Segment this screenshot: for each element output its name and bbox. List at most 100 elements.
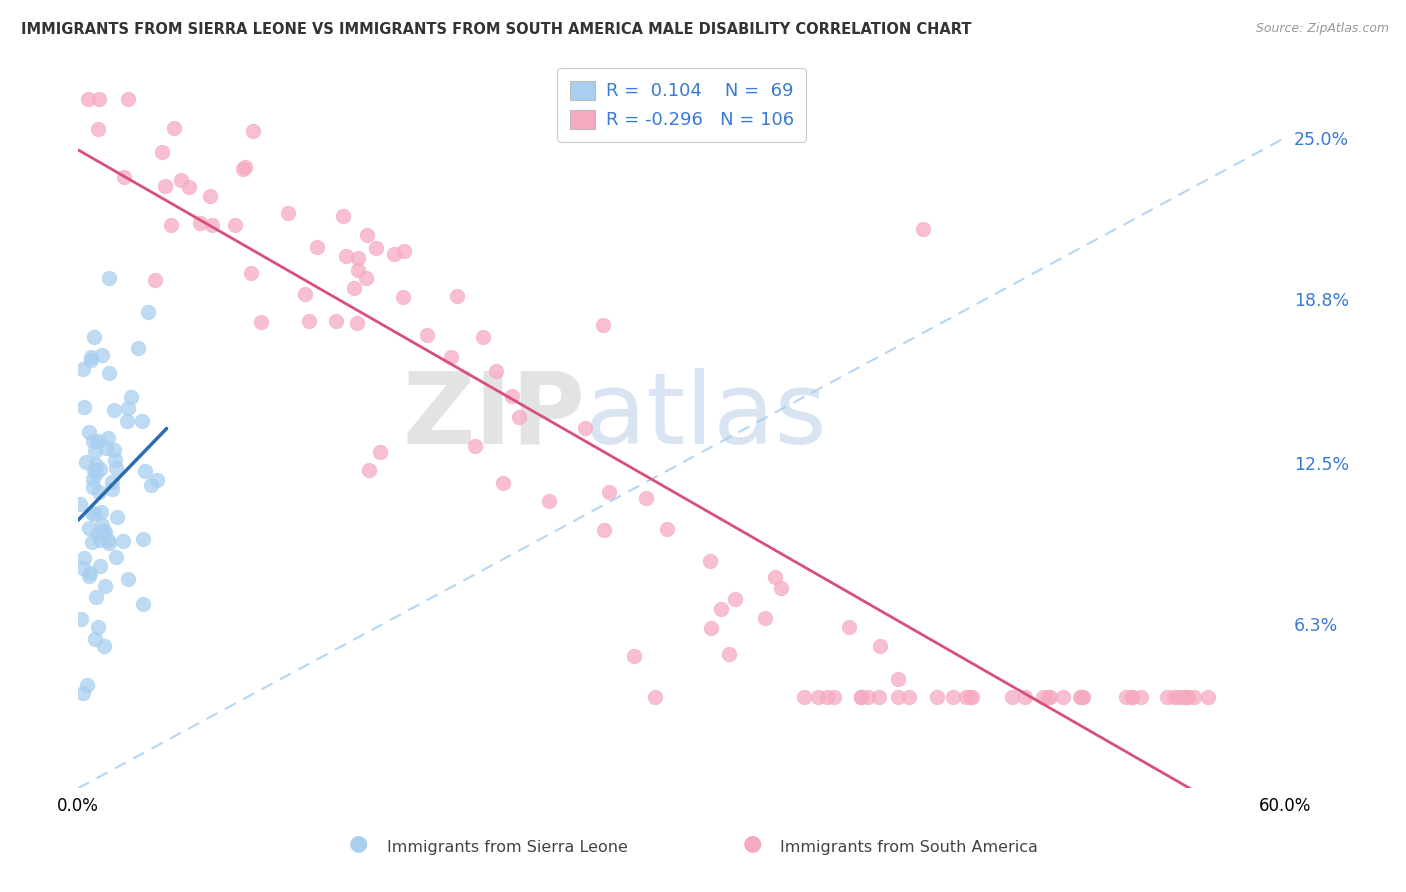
Point	[94, 441, 117, 455]
Point	[574, 421, 596, 435]
Point	[115, 414, 138, 428]
Point	[1121, 690, 1143, 705]
Point	[392, 244, 415, 258]
Point	[364, 240, 387, 254]
Point	[886, 672, 908, 686]
Point	[912, 222, 935, 236]
Point	[98, 270, 121, 285]
Point	[823, 690, 845, 705]
Point	[87, 434, 110, 448]
Point	[815, 690, 838, 705]
Point	[1014, 690, 1036, 705]
Point	[1163, 690, 1185, 705]
Point	[97, 366, 120, 380]
Point	[1182, 690, 1205, 705]
Point	[357, 463, 380, 477]
Point	[77, 521, 100, 535]
Point	[170, 172, 193, 186]
Point	[537, 493, 560, 508]
Point	[87, 92, 110, 106]
Point	[145, 473, 167, 487]
Point	[1032, 690, 1054, 705]
Point	[104, 461, 127, 475]
Point	[77, 568, 100, 582]
Point	[86, 591, 108, 605]
Point	[87, 122, 110, 136]
Point	[86, 620, 108, 634]
Point	[1038, 690, 1060, 705]
Point	[335, 249, 357, 263]
Point	[80, 350, 103, 364]
Point	[242, 124, 264, 138]
Point	[1052, 690, 1074, 705]
Point	[84, 632, 107, 646]
Point	[856, 690, 879, 705]
Point	[75, 455, 97, 469]
Point	[869, 639, 891, 653]
Point	[82, 506, 104, 520]
Point	[464, 439, 486, 453]
Point	[79, 566, 101, 580]
Point	[201, 218, 224, 232]
Point	[1069, 690, 1091, 705]
Point	[83, 463, 105, 477]
Point	[699, 554, 721, 568]
Text: atlas: atlas	[585, 368, 827, 465]
Point	[163, 121, 186, 136]
Point	[150, 145, 173, 160]
Point	[91, 524, 114, 539]
Point	[484, 364, 506, 378]
Point	[114, 170, 136, 185]
Point	[90, 505, 112, 519]
Point	[806, 690, 828, 705]
Point	[239, 266, 262, 280]
Point	[111, 533, 134, 548]
Point	[440, 350, 463, 364]
Point	[93, 639, 115, 653]
Point	[851, 690, 873, 705]
Point	[307, 239, 329, 253]
Point	[91, 517, 114, 532]
Point	[117, 401, 139, 415]
Point	[392, 290, 415, 304]
Point	[644, 690, 666, 705]
Point	[1177, 690, 1199, 705]
Point	[198, 189, 221, 203]
Point	[1156, 690, 1178, 705]
Point	[190, 216, 212, 230]
Point	[384, 247, 406, 261]
Point	[87, 526, 110, 541]
Point	[73, 550, 96, 565]
Point	[143, 273, 166, 287]
Point	[87, 485, 110, 500]
Point	[97, 431, 120, 445]
Point	[1121, 690, 1143, 705]
Point	[655, 522, 678, 536]
Point	[277, 206, 299, 220]
Point	[83, 330, 105, 344]
Point	[233, 160, 256, 174]
Point	[82, 434, 104, 448]
Point	[634, 491, 657, 505]
Point	[82, 472, 104, 486]
Point	[101, 482, 124, 496]
Point	[332, 209, 354, 223]
Point	[89, 462, 111, 476]
Point	[942, 690, 965, 705]
Point	[700, 621, 723, 635]
Point	[82, 534, 104, 549]
Point	[73, 400, 96, 414]
Text: Source: ZipAtlas.com: Source: ZipAtlas.com	[1256, 22, 1389, 36]
Point	[84, 443, 107, 458]
Point	[347, 252, 370, 266]
Point	[592, 318, 614, 332]
Point	[104, 452, 127, 467]
Point	[134, 464, 156, 478]
Point	[1171, 690, 1194, 705]
Point	[325, 314, 347, 328]
Point	[347, 262, 370, 277]
Point	[80, 353, 103, 368]
Point	[368, 444, 391, 458]
Point	[131, 414, 153, 428]
Point	[868, 690, 890, 705]
